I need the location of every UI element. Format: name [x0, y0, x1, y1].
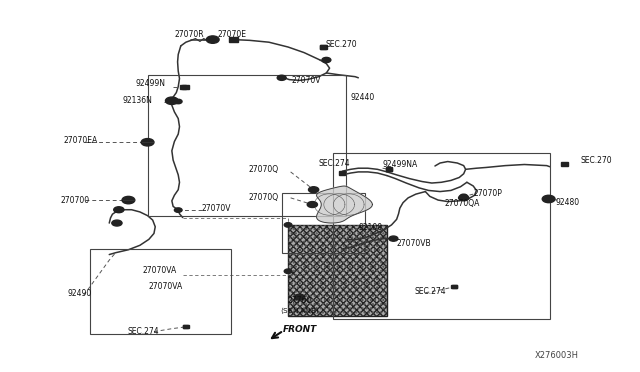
Text: 27070VA: 27070VA	[149, 282, 183, 291]
Circle shape	[307, 202, 317, 208]
Bar	[182, 85, 189, 89]
Circle shape	[284, 223, 292, 227]
Circle shape	[284, 269, 292, 273]
Text: 92136N: 92136N	[123, 96, 153, 105]
Circle shape	[542, 195, 555, 203]
Circle shape	[141, 138, 154, 146]
Text: 27070EA: 27070EA	[63, 136, 97, 145]
Bar	[183, 325, 189, 328]
Bar	[333, 153, 550, 320]
Circle shape	[174, 208, 182, 212]
Text: 27070VB: 27070VB	[397, 239, 431, 248]
Text: 270700: 270700	[60, 196, 89, 205]
Circle shape	[322, 57, 331, 62]
Text: 27070R: 27070R	[174, 30, 204, 39]
Bar	[339, 171, 345, 175]
Text: SEC.270: SEC.270	[580, 156, 612, 165]
Circle shape	[122, 196, 135, 204]
Bar	[320, 45, 326, 49]
Bar	[561, 162, 568, 166]
Bar	[179, 85, 186, 89]
Circle shape	[544, 196, 553, 202]
Text: SEC.274: SEC.274	[415, 287, 446, 296]
Bar	[452, 285, 457, 288]
Text: 92100: 92100	[358, 223, 383, 232]
Text: 27070QA: 27070QA	[445, 199, 480, 208]
Text: 27070VA: 27070VA	[143, 266, 177, 275]
Bar	[320, 45, 326, 49]
Text: 92480: 92480	[555, 198, 579, 207]
Text: 27070Q: 27070Q	[248, 193, 278, 202]
Bar	[229, 37, 238, 42]
Text: 92440: 92440	[351, 93, 375, 102]
Bar	[451, 285, 457, 288]
Text: 92499N: 92499N	[136, 79, 166, 88]
Text: 27070V: 27070V	[291, 76, 321, 85]
Circle shape	[389, 236, 398, 241]
Circle shape	[174, 99, 182, 104]
Bar	[288, 225, 387, 316]
Circle shape	[459, 195, 468, 201]
Text: X276003H: X276003H	[534, 351, 579, 360]
Bar	[183, 326, 188, 328]
Text: 27070P: 27070P	[473, 189, 502, 198]
Text: 92499NA: 92499NA	[383, 160, 418, 169]
Circle shape	[144, 140, 152, 144]
Circle shape	[460, 194, 467, 199]
Circle shape	[125, 198, 132, 202]
Text: 27760: 27760	[287, 296, 312, 305]
Text: SEC.274: SEC.274	[127, 327, 159, 336]
Text: SEC.274: SEC.274	[319, 158, 350, 167]
Text: $\langle$SEN ANB$\rangle$: $\langle$SEN ANB$\rangle$	[280, 305, 319, 316]
Circle shape	[166, 97, 178, 105]
Text: SEC.270: SEC.270	[325, 40, 356, 49]
Text: 27070V: 27070V	[202, 204, 231, 213]
Circle shape	[277, 75, 286, 80]
Circle shape	[308, 202, 316, 207]
Text: FRONT: FRONT	[283, 325, 317, 334]
Bar	[90, 249, 230, 334]
Text: 27070E: 27070E	[218, 30, 247, 39]
Text: 92490: 92490	[68, 289, 92, 298]
Bar	[386, 167, 392, 171]
Circle shape	[112, 220, 122, 226]
Circle shape	[308, 187, 319, 193]
Circle shape	[294, 294, 305, 300]
Polygon shape	[317, 186, 372, 223]
Bar	[148, 75, 346, 216]
Circle shape	[310, 187, 317, 192]
Bar	[386, 168, 392, 171]
Circle shape	[206, 36, 219, 43]
Bar	[282, 193, 365, 253]
Text: 27070Q: 27070Q	[248, 165, 278, 174]
Circle shape	[114, 207, 124, 213]
Bar	[288, 225, 387, 316]
